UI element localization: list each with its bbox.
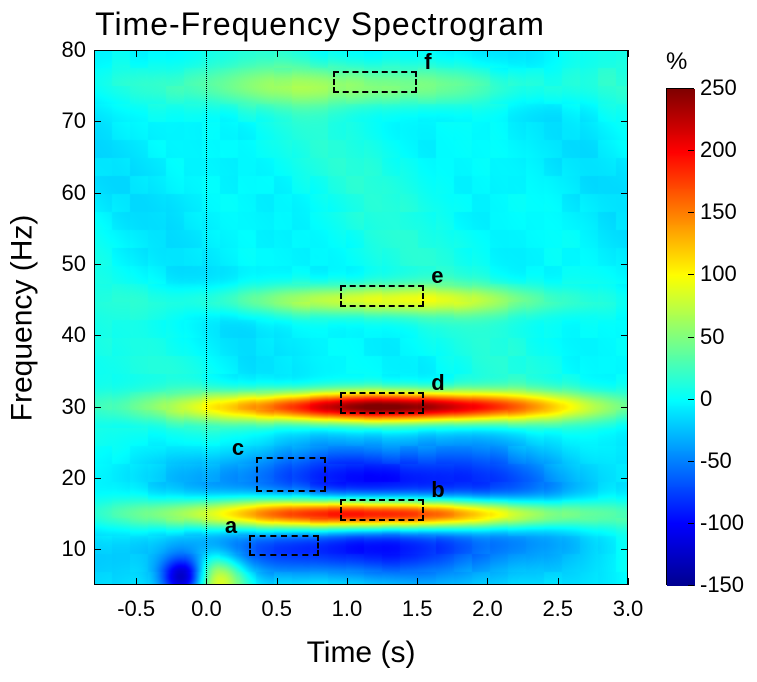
y-tick-label: 60: [62, 180, 86, 206]
y-tick-mark: [94, 478, 101, 479]
colorbar-tick-label: -100: [700, 510, 744, 536]
colorbar-tick-label: -50: [700, 448, 732, 474]
x-tick-mark: [558, 578, 559, 585]
colorbar-gradient: [667, 89, 695, 586]
colorbar-tick-label: 200: [700, 137, 737, 163]
y-tick-mark: [621, 478, 628, 479]
colorbar-tick-mark: [688, 523, 694, 524]
x-tick-label: -0.5: [117, 596, 155, 622]
roi-label-c: c: [232, 435, 244, 461]
y-tick-mark: [621, 50, 628, 51]
y-tick-mark: [94, 50, 101, 51]
colorbar-tick-mark: [688, 88, 694, 89]
colorbar-tick-mark: [688, 337, 694, 338]
roi-label-d: d: [431, 370, 444, 396]
colorbar-tick-mark: [688, 399, 694, 400]
roi-box-f: [333, 71, 417, 92]
colorbar-tick-label: 100: [700, 261, 737, 287]
y-tick-mark: [621, 549, 628, 550]
x-tick-mark: [628, 50, 629, 57]
y-tick-mark: [621, 193, 628, 194]
y-tick-label: 30: [62, 394, 86, 420]
x-tick-label: 2.0: [472, 596, 503, 622]
x-tick-mark: [487, 50, 488, 57]
colorbar-tick-mark: [688, 150, 694, 151]
y-tick-mark: [94, 264, 101, 265]
y-tick-label: 80: [62, 37, 86, 63]
x-tick-mark: [277, 50, 278, 57]
x-tick-mark: [347, 578, 348, 585]
roi-box-b: [340, 499, 424, 520]
y-tick-mark: [94, 193, 101, 194]
y-tick-mark: [621, 264, 628, 265]
colorbar-tick-label: 0: [700, 386, 712, 412]
x-tick-mark: [136, 50, 137, 57]
chart-title: Time-Frequency Spectrogram: [0, 6, 640, 43]
colorbar-tick-mark: [688, 461, 694, 462]
y-tick-label: 50: [62, 251, 86, 277]
roi-label-f: f: [424, 49, 431, 75]
colorbar-tick-label: -150: [700, 572, 744, 598]
y-tick-mark: [94, 335, 101, 336]
roi-label-e: e: [431, 263, 443, 289]
x-tick-mark: [628, 578, 629, 585]
figure: Time-Frequency Spectrogram Frequency (Hz…: [0, 0, 757, 682]
colorbar-title: %: [666, 48, 726, 76]
y-tick-mark: [621, 121, 628, 122]
x-axis-label: Time (s): [94, 636, 628, 670]
roi-box-d: [340, 392, 424, 413]
colorbar-tick-label: 150: [700, 199, 737, 225]
y-axis-label-text: Frequency (Hz): [5, 214, 39, 421]
colorbar-tick-mark: [688, 274, 694, 275]
x-tick-label: 3.0: [613, 596, 644, 622]
x-tick-label: 1.5: [402, 596, 433, 622]
y-tick-label: 20: [62, 465, 86, 491]
y-tick-label: 40: [62, 322, 86, 348]
roi-box-e: [340, 285, 424, 306]
x-tick-mark: [417, 50, 418, 57]
y-tick-label: 70: [62, 108, 86, 134]
x-tick-label: 1.0: [332, 596, 363, 622]
y-tick-mark: [94, 407, 101, 408]
y-axis-label: Frequency (Hz): [2, 50, 42, 585]
colorbar-tick-mark: [688, 585, 694, 586]
roi-label-b: b: [431, 477, 444, 503]
x-tick-mark: [136, 578, 137, 585]
x-tick-mark: [417, 578, 418, 585]
y-tick-mark: [94, 549, 101, 550]
x-tick-mark: [347, 50, 348, 57]
x-tick-mark: [487, 578, 488, 585]
y-tick-mark: [621, 335, 628, 336]
y-tick-mark: [621, 407, 628, 408]
x-tick-label: 2.5: [542, 596, 573, 622]
colorbar-tick-mark: [688, 212, 694, 213]
x-tick-mark: [558, 50, 559, 57]
colorbar-tick-label: 50: [700, 324, 724, 350]
x-tick-label: 0.0: [191, 596, 222, 622]
roi-box-c: [256, 457, 326, 493]
y-tick-mark: [94, 121, 101, 122]
roi-box-a: [249, 535, 319, 556]
x-tick-mark: [277, 578, 278, 585]
roi-label-a: a: [225, 513, 237, 539]
zero-line: [206, 50, 207, 585]
x-tick-label: 0.5: [261, 596, 292, 622]
colorbar-tick-label: 250: [700, 75, 737, 101]
y-tick-label: 10: [62, 536, 86, 562]
